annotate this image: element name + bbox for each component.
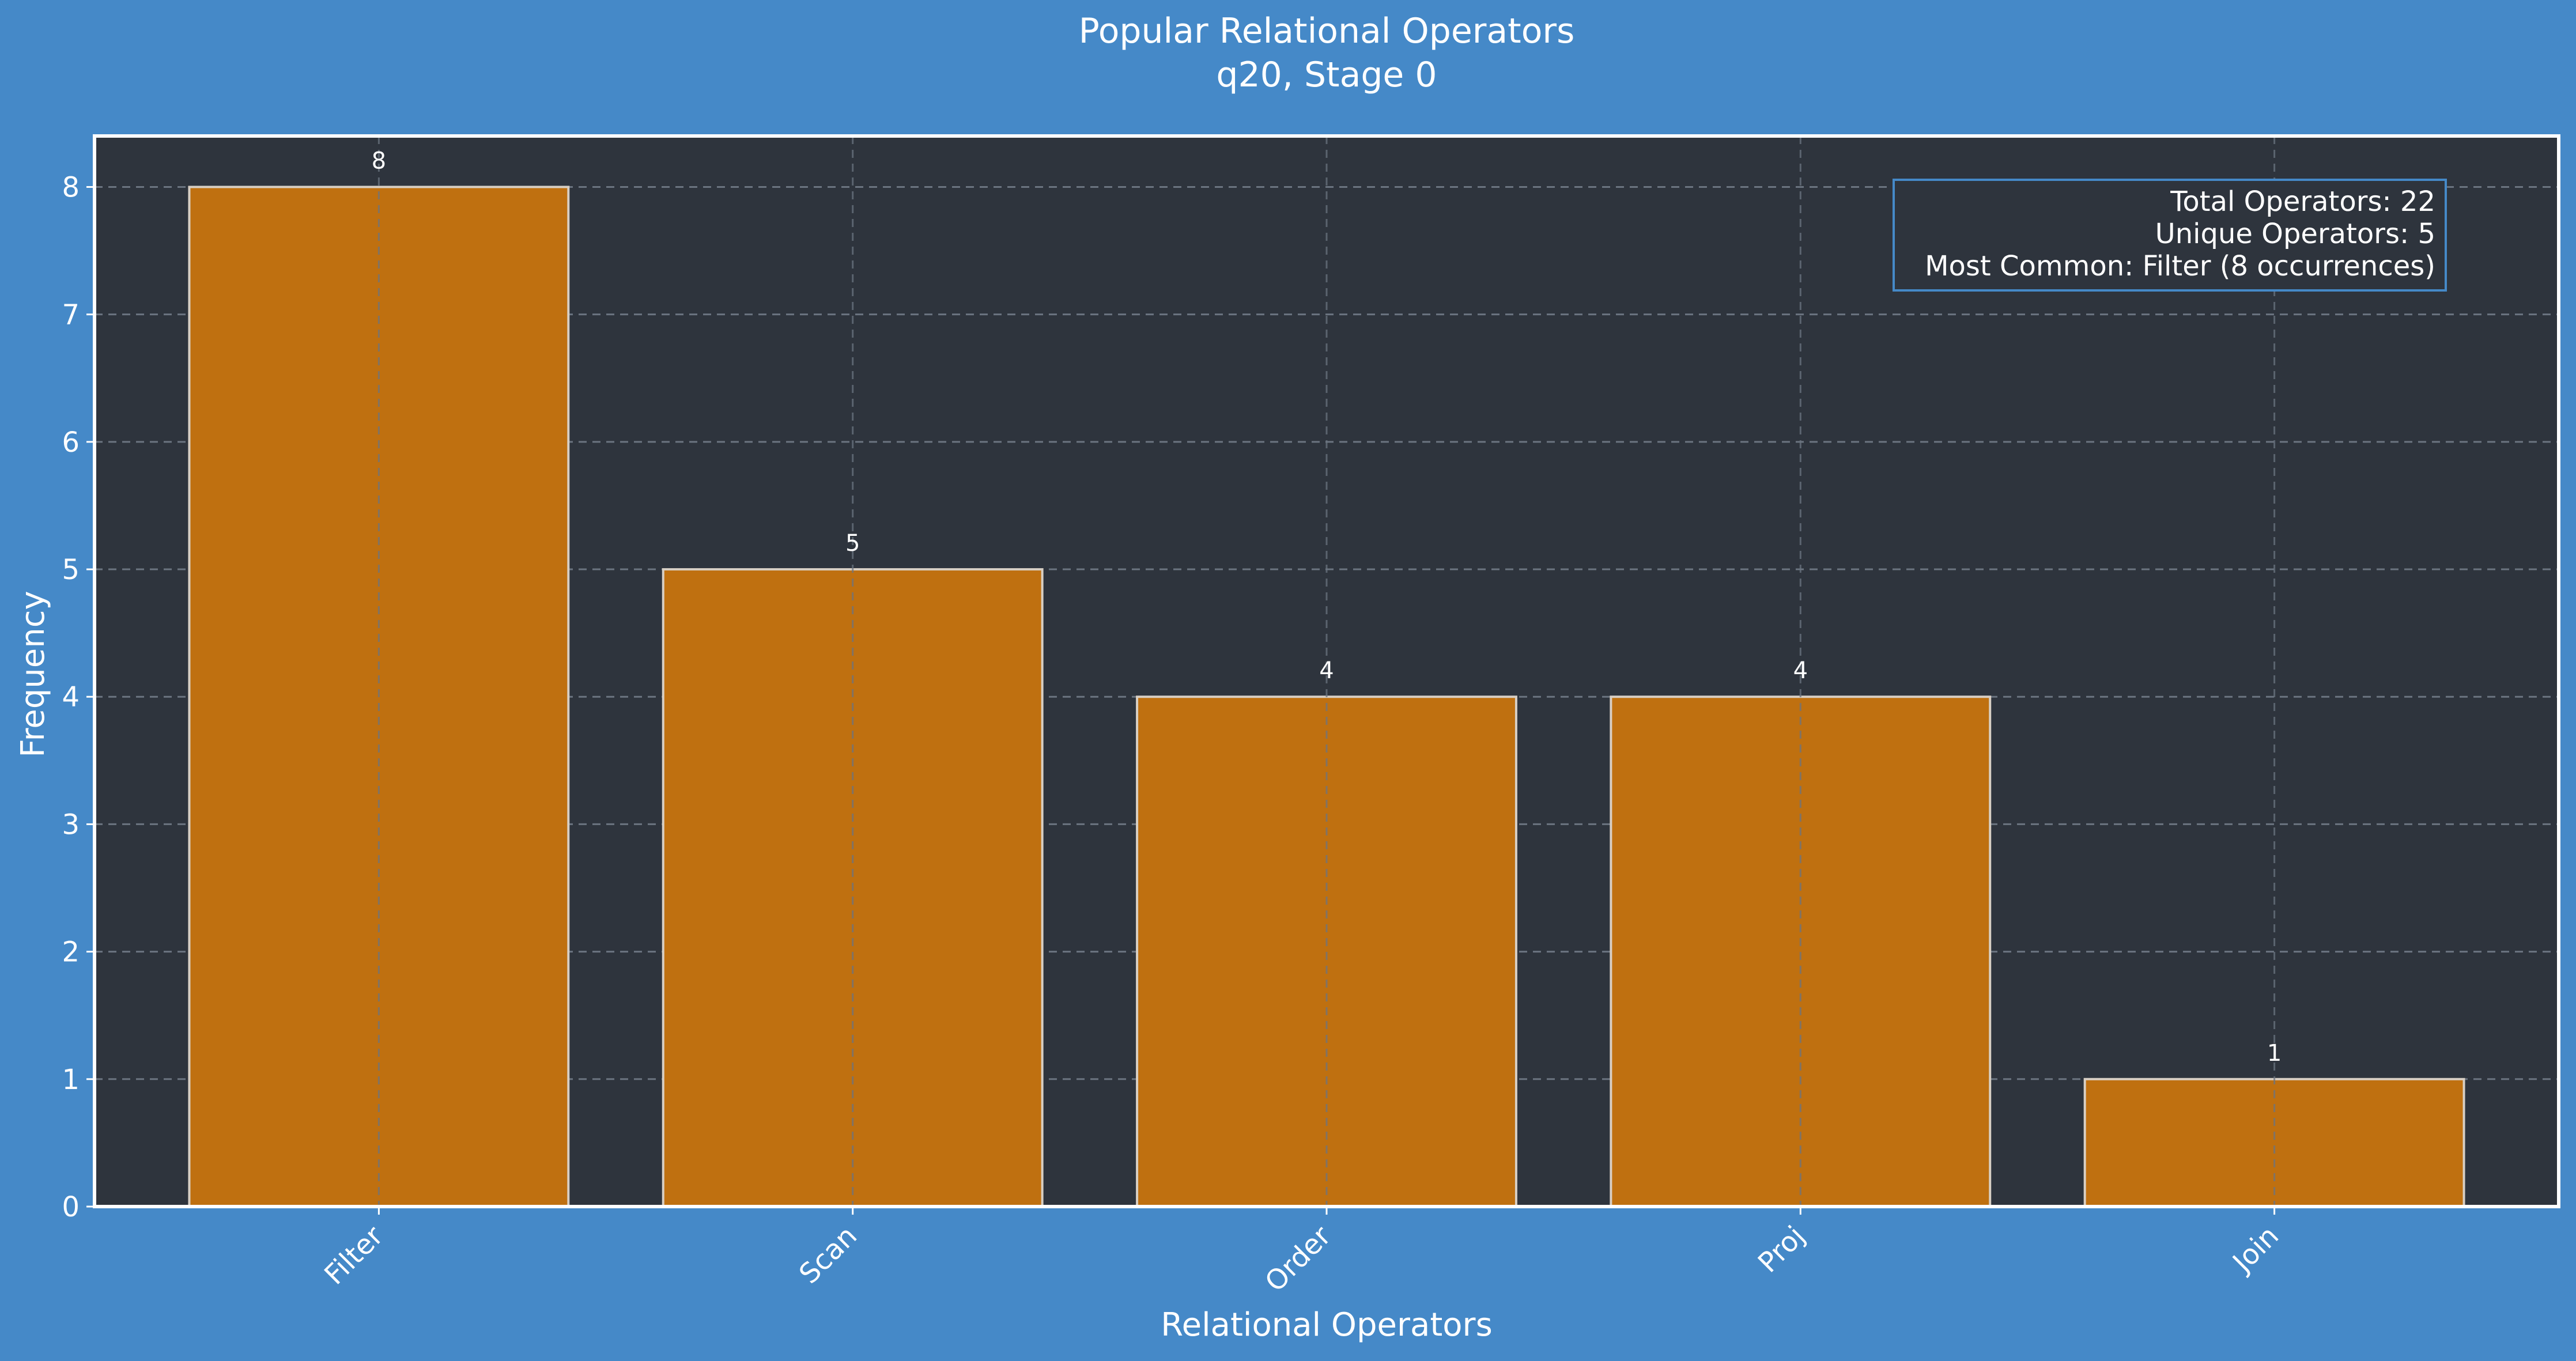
bar-value-label: 8 (372, 148, 386, 174)
y-tick-label: 5 (62, 554, 80, 586)
chart-title: Popular Relational Operators (1079, 11, 1575, 51)
chart-subtitle: q20, Stage 0 (1216, 55, 1437, 95)
x-axis-label: Relational Operators (1161, 1306, 1493, 1344)
y-tick-label: 8 (62, 171, 80, 203)
y-tick-label: 3 (62, 808, 80, 841)
y-tick-label: 4 (62, 681, 80, 713)
bar-value-label: 4 (1319, 657, 1334, 684)
y-tick-label: 2 (62, 936, 80, 969)
y-tick-label: 6 (62, 426, 80, 459)
stats-box-frame (1893, 179, 2447, 292)
stats-total-operators: Total Operators: 22 (2170, 186, 2435, 218)
y-tick-label: 7 (62, 299, 80, 331)
bar-value-label: 1 (2267, 1040, 2282, 1067)
stats-box: Total Operators: 22 Unique Operators: 5 … (1893, 179, 2447, 292)
y-axis-label: Frequency (14, 591, 52, 757)
stats-unique-operators: Unique Operators: 5 (2155, 218, 2435, 250)
bar-value-labels: 8 5 4 4 1 (372, 148, 2282, 1066)
bar-value-label: 4 (1793, 657, 1808, 684)
stats-most-common: Most Common: Filter (8 occurrences) (1925, 250, 2435, 282)
y-axis-ticks: 0 1 2 3 4 5 6 7 8 (62, 171, 95, 1223)
bar-value-label: 5 (845, 530, 860, 557)
y-tick-label: 0 (62, 1191, 80, 1223)
y-tick-label: 1 (62, 1064, 80, 1096)
vertical-grid-lines (377, 136, 2276, 1207)
